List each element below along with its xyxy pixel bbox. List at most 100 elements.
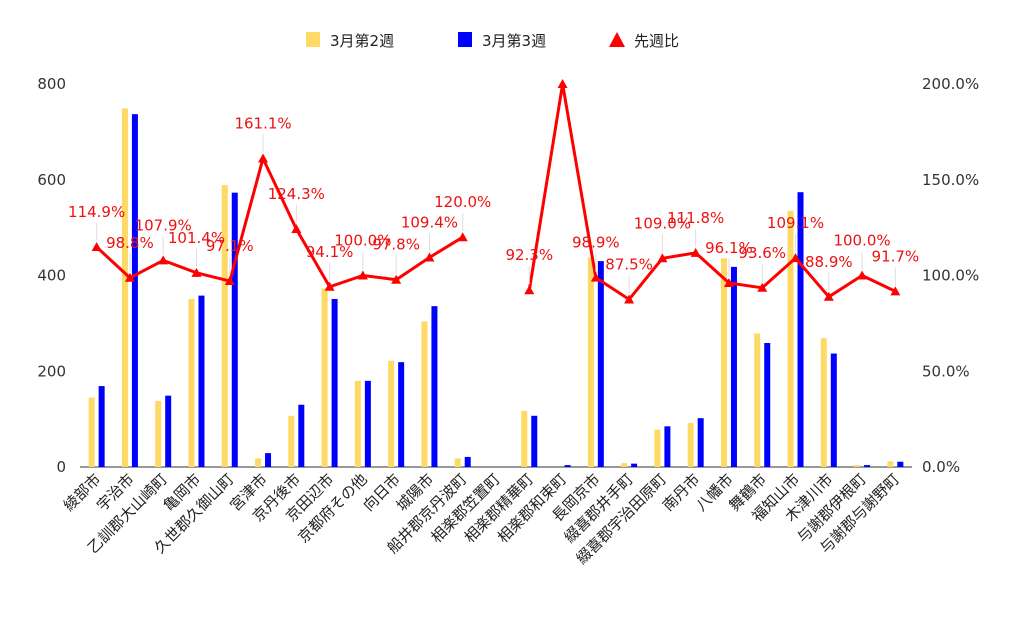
bar (621, 463, 628, 467)
bar (421, 321, 428, 467)
ratio-point (291, 223, 302, 233)
data-label: 98.8% (106, 234, 154, 252)
bar (830, 353, 837, 467)
ratio-point (457, 232, 468, 242)
ratio-point (191, 267, 202, 277)
bar (255, 458, 262, 467)
y-left-tick-label: 0 (56, 458, 66, 476)
ratio-point (624, 294, 635, 304)
bar (298, 404, 305, 467)
y-left-tick-label: 600 (37, 171, 66, 189)
ratio-point (823, 291, 834, 301)
data-label: 91.7% (872, 247, 920, 265)
ratio-point (324, 281, 335, 291)
data-label: 97.1% (206, 237, 254, 255)
ratio-point (524, 285, 535, 295)
bar (654, 429, 661, 467)
data-label: 100.0% (833, 232, 890, 250)
data-label: 109.0% (634, 214, 691, 232)
bar (531, 415, 538, 467)
data-label: 107.9% (135, 216, 192, 234)
y-right-tick-label: 50.0% (922, 362, 970, 380)
data-label: 98.9% (572, 234, 620, 252)
data-label: 101.4% (168, 229, 225, 247)
category-labels: 綾部市宇治市乙訓郡大山崎町亀岡市久世郡久御山町宮津市京丹後市京田辺市京都府その他… (60, 470, 903, 568)
ratio-line (527, 82, 897, 301)
bar (464, 456, 471, 467)
ratio-point (657, 253, 668, 263)
bar (754, 333, 761, 467)
ratio-point (224, 276, 235, 286)
bar (564, 465, 571, 467)
bar (764, 343, 771, 467)
bar (155, 400, 162, 467)
ratio-point (690, 247, 701, 257)
y-left-tick-label: 400 (37, 267, 66, 285)
bar (131, 114, 138, 467)
ratio-point (124, 272, 135, 282)
bar (797, 192, 804, 467)
data-label: 124.3% (268, 185, 325, 203)
bar (730, 266, 737, 467)
data-label: 114.9% (68, 203, 125, 221)
ratio-line-layer: 114.9% 98.8%107.9%101.4%97.1% 161.1% 124.3%… (68, 79, 920, 304)
category-label: 綾部市 (60, 470, 105, 515)
legend-marker-series-3 (609, 32, 625, 47)
legend-label-series-1: 3月第2週 (330, 32, 394, 50)
bar (720, 258, 727, 467)
bar (331, 298, 338, 467)
bar (697, 418, 704, 467)
y-left-tick-label: 800 (37, 75, 66, 93)
ratio-point (391, 274, 402, 284)
ratio-point (723, 277, 734, 287)
y-right-tick-label: 0.0% (922, 458, 960, 476)
bar (121, 108, 128, 467)
bar (664, 426, 671, 467)
ratio-point (424, 252, 435, 262)
y-right-tick-label: 200.0% (922, 75, 979, 93)
data-label: 97.8% (372, 236, 420, 254)
bar (631, 463, 638, 467)
y-right-tick-label: 100.0% (922, 267, 979, 285)
ratio-point (590, 272, 601, 282)
bar (687, 422, 694, 467)
bar (321, 288, 328, 467)
left-axis: 0 200 400 600 800 (37, 75, 66, 476)
bar (521, 410, 528, 467)
bar (265, 453, 272, 467)
bar (388, 360, 395, 467)
bar (887, 461, 894, 467)
ratio-point (790, 253, 801, 263)
bar (98, 386, 105, 467)
bar (431, 306, 438, 467)
bar (820, 338, 827, 467)
legend-label-series-2: 3月第3週 (482, 32, 546, 50)
y-left-tick-label: 200 (37, 362, 66, 380)
bar (165, 395, 172, 467)
data-label: 100.0% (334, 232, 391, 250)
data-label: 92.3% (505, 246, 553, 264)
bar (597, 261, 604, 467)
data-label: 96.1% (705, 239, 753, 257)
ratio-point (857, 270, 868, 280)
data-label: 161.1% (234, 114, 291, 132)
bar (354, 380, 361, 467)
ratio-line (95, 157, 464, 289)
legend-swatch-series-2 (458, 32, 472, 47)
y-right-tick-label: 150.0% (922, 171, 979, 189)
bar (88, 397, 95, 467)
data-label: 120.0% (434, 193, 491, 211)
bars-layer (88, 108, 904, 468)
ratio-point (757, 282, 768, 292)
right-axis: 0.0% 50.0% 100.0% 150.0% 200.0% (922, 75, 979, 476)
data-label: 94.1% (306, 243, 354, 261)
bar (288, 415, 295, 467)
legend: 3月第2週 3月第3週 先週比 (306, 32, 679, 50)
ratio-point (357, 270, 368, 280)
bar (454, 458, 461, 467)
ratio-point (890, 286, 901, 296)
bar (854, 465, 861, 467)
bar (364, 380, 371, 467)
bar (787, 210, 794, 467)
